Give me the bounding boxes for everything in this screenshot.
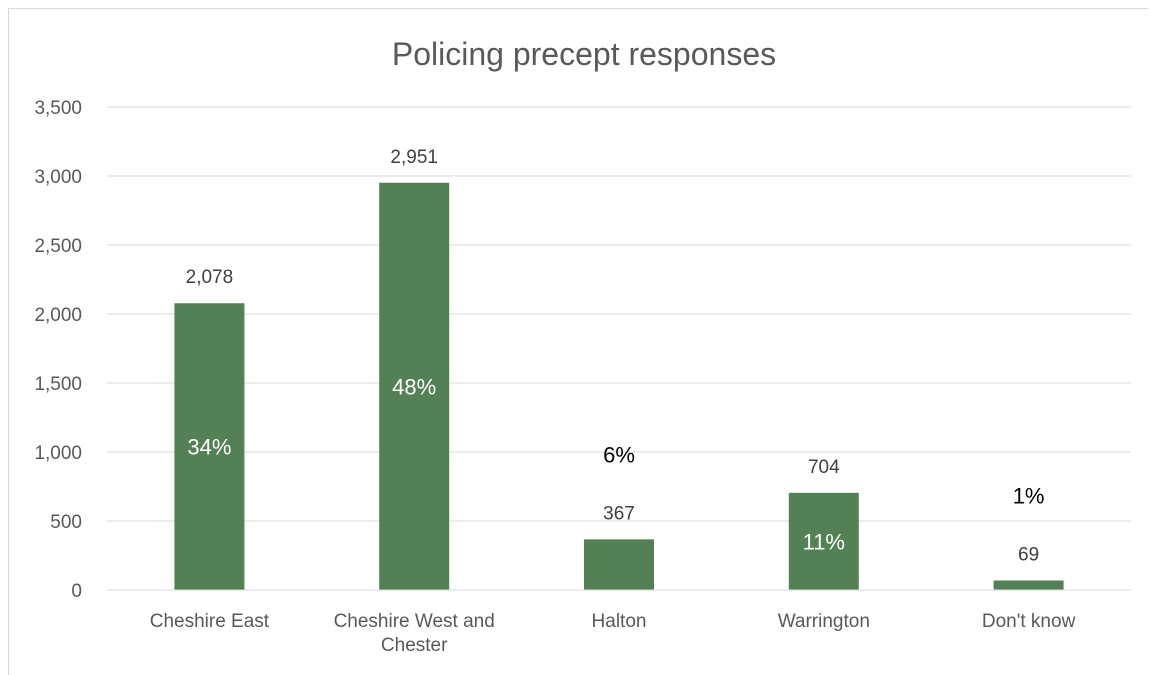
percent-label: 34% <box>187 435 231 460</box>
chart-title: Policing precept responses <box>392 36 776 72</box>
x-category-label: Chester <box>381 635 448 656</box>
percent-label: 11% <box>803 529 845 554</box>
bar <box>379 182 450 590</box>
y-tick-label: 1,500 <box>34 374 82 395</box>
value-label: 2,951 <box>390 147 438 168</box>
x-category-label: Don't know <box>982 611 1076 632</box>
chart-frame <box>8 8 1148 675</box>
value-label: 367 <box>603 503 635 524</box>
bar <box>788 492 859 590</box>
bars <box>174 182 1064 590</box>
value-label: 2,078 <box>186 267 234 288</box>
percent-label: 6% <box>603 442 635 467</box>
value-label: 704 <box>808 457 840 478</box>
y-axis: 0 500 1,000 1,500 2,000 2,500 3,000 3,500 <box>34 98 82 602</box>
bar <box>993 580 1064 590</box>
y-tick-label: 3,000 <box>34 167 82 188</box>
percent-label: 1% <box>1013 483 1045 508</box>
x-axis: Cheshire East Cheshire West and Chester Hal… <box>107 589 1131 656</box>
bar <box>584 539 654 590</box>
x-category-label: Warrington <box>778 611 870 632</box>
value-label: 69 <box>1018 544 1039 565</box>
y-tick-label: 2,500 <box>34 236 82 257</box>
y-tick-label: 1,000 <box>34 443 82 464</box>
x-category-label: Halton <box>592 611 647 632</box>
y-tick-label: 2,000 <box>34 305 82 326</box>
bar <box>174 303 245 590</box>
x-category-label: Cheshire East <box>150 611 270 632</box>
y-tick-label: 3,500 <box>34 98 82 119</box>
y-tick-label: 500 <box>50 512 82 533</box>
percent-label: 48% <box>392 374 436 399</box>
data-labels: 2,078 34% 2,951 48% 367 6% 704 11% 69 1% <box>186 147 1045 566</box>
y-tick-label: 0 <box>71 581 82 602</box>
x-category-label: Cheshire West and <box>334 611 495 632</box>
